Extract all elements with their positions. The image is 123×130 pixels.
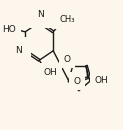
Text: N: N: [37, 10, 44, 19]
Text: O: O: [74, 77, 81, 86]
Text: O: O: [64, 54, 70, 64]
Text: CH₃: CH₃: [60, 15, 75, 24]
Text: OH: OH: [44, 68, 58, 77]
Text: N: N: [16, 46, 22, 55]
Text: OH: OH: [94, 76, 108, 85]
Text: HO: HO: [2, 25, 16, 34]
